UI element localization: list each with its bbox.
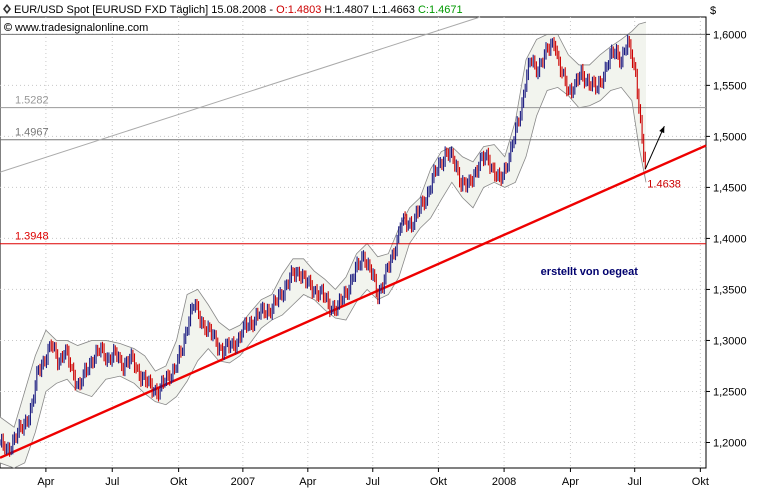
- x-axis: Apr Jul Okt 2007 Apr Jul Okt 2008 Apr Jul Okt: [37, 468, 709, 488]
- band-lower-line: [0, 86, 647, 469]
- price-candles: [0, 34, 646, 457]
- x-tick-label-2: Okt: [170, 476, 187, 488]
- y-tick-label-3: 1,4500: [713, 182, 747, 194]
- upper-trendline: [0, 16, 481, 173]
- header-title: EUR/USD Spot [EURUSD FXD Täglich] 15.08.…: [14, 4, 276, 16]
- header-text: EUR/USD Spot [EURUSD FXD Täglich] 15.08.…: [14, 4, 463, 16]
- x-tick-label-8: Apr: [562, 476, 579, 488]
- x-tick-label-10: Okt: [692, 476, 709, 488]
- x-tick-label-6: Okt: [430, 476, 447, 488]
- y-tick-label-1: 1,5500: [713, 80, 747, 92]
- y-tick-label-7: 1,2500: [713, 386, 747, 398]
- copyright-icon: [3, 22, 13, 32]
- y-tick-label-0: 1,6000: [713, 29, 747, 41]
- price-levels: 1.5282 1.4967 1.3948: [0, 33, 706, 245]
- level-label-3: 1.3948: [15, 231, 49, 243]
- header-low: L:1.4663: [369, 4, 415, 16]
- trendlines: [0, 16, 707, 459]
- arrow-head: [659, 126, 665, 134]
- y-tick-label-6: 1,3000: [713, 335, 747, 347]
- x-tick-label-3: 2007: [231, 476, 255, 488]
- x-tick-label-9: Jul: [628, 476, 642, 488]
- annotations: 1.4638 erstellt von oegeat: [541, 125, 681, 278]
- x-tick-label-7: 2008: [492, 476, 516, 488]
- x-tick-label-1: Jul: [105, 476, 119, 488]
- y-tick-label-4: 1,4000: [713, 233, 747, 245]
- x-tick-label-5: Jul: [366, 476, 380, 488]
- y-tick-label-2: 1,5000: [713, 131, 747, 143]
- y-tick-label-8: 1,2000: [713, 437, 747, 449]
- watermark: www.tradesignalonline.com: [14, 22, 148, 34]
- currency-label: $: [710, 5, 716, 17]
- header-high: H:1.4807: [321, 4, 369, 16]
- chart-header: EUR/USD Spot [EURUSD FXD Täglich] 15.08.…: [3, 4, 716, 34]
- author-note: erstellt von oegeat: [541, 266, 639, 278]
- level-label-2: 1.4967: [15, 127, 49, 139]
- x-tick-label-4: Apr: [299, 476, 316, 488]
- arrow-shaft: [644, 125, 665, 170]
- y-tick-label-5: 1,3500: [713, 284, 747, 296]
- last-price-label: 1.4638: [647, 178, 681, 190]
- support-trendline: [0, 144, 707, 459]
- header-close: C:1.4671: [415, 4, 463, 16]
- header-open: O:1.4803: [276, 4, 321, 16]
- level-label-1: 1.5282: [15, 95, 49, 107]
- x-tick-label-0: Apr: [37, 476, 54, 488]
- y-axis: 1,6000 1,5500 1,5000 1,4500 1,4000 1,3500 1,30…: [706, 29, 747, 449]
- diamond-marker-icon: [3, 4, 11, 14]
